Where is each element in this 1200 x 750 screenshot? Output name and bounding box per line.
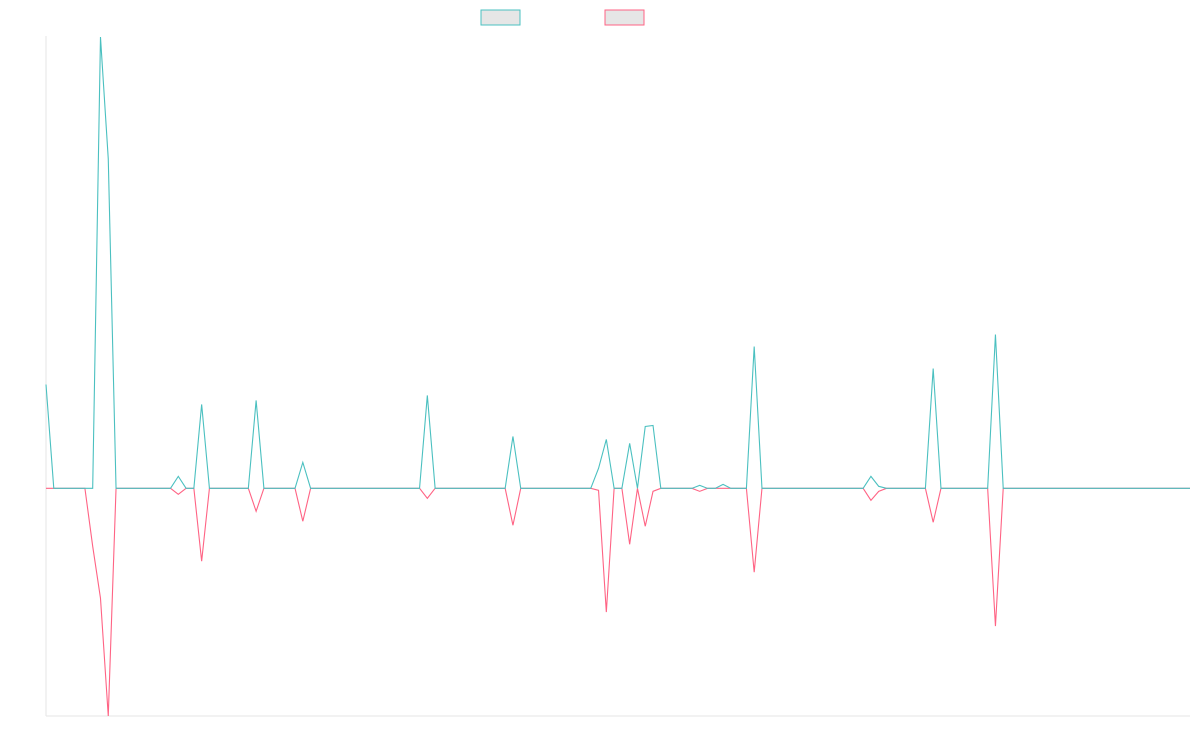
legend-swatch-series-1[interactable] <box>480 9 521 26</box>
series-line-1 <box>45 36 1190 489</box>
series-layer <box>45 36 1190 717</box>
legend[interactable] <box>480 9 645 26</box>
axes <box>45 36 1190 717</box>
series-line-2 <box>46 487 1190 717</box>
legend-swatch-series-2[interactable] <box>604 9 645 26</box>
